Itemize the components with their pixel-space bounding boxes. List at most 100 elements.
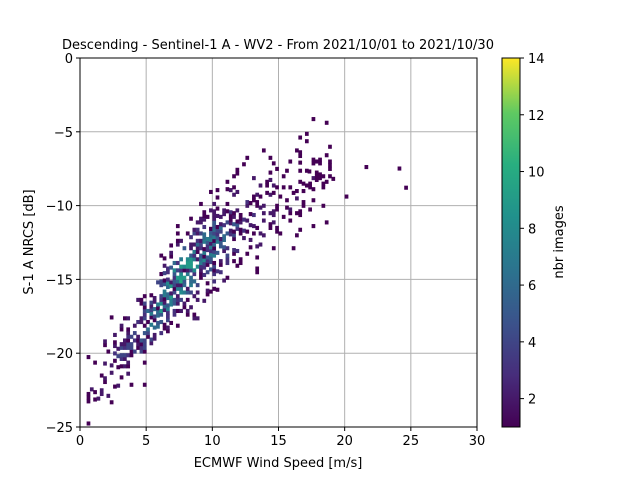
heatmap-cell	[238, 220, 243, 225]
heatmap-cell	[139, 338, 144, 343]
heatmap-cell	[166, 292, 170, 297]
heatmap-cell	[109, 363, 114, 368]
heatmap-cell	[275, 185, 279, 190]
heatmap-cell	[195, 257, 200, 262]
heatmap-cell	[232, 236, 236, 242]
heatmap-cell	[209, 237, 213, 242]
heatmap-cell	[202, 261, 207, 266]
heatmap-cell	[195, 297, 200, 302]
heatmap-cell	[215, 269, 220, 274]
heatmap-cell	[189, 283, 193, 288]
heatmap-cell	[225, 260, 230, 266]
heatmap-cell	[159, 253, 164, 258]
heatmap-cell	[268, 155, 273, 160]
colorbar-tick-label: 4	[528, 336, 536, 351]
heatmap-cell	[222, 245, 226, 250]
y-tick-label: −10	[46, 200, 73, 215]
heatmap-cell	[232, 222, 236, 227]
heatmap-cell	[142, 382, 147, 387]
heatmap-cell	[248, 223, 253, 228]
heatmap-cell	[218, 229, 223, 234]
heatmap-cell	[225, 201, 230, 206]
heatmap-cell	[103, 376, 107, 381]
heatmap-cell	[288, 185, 293, 190]
heatmap-cell	[255, 270, 260, 275]
heatmap-cell	[212, 264, 217, 269]
heatmap-cell	[321, 203, 326, 208]
heatmap-cell	[86, 355, 91, 360]
heatmap-cell	[159, 283, 164, 288]
x-tick-label: 0	[76, 434, 84, 449]
heatmap-cell	[175, 283, 180, 288]
heatmap-cell	[268, 222, 273, 227]
heatmap-cell	[235, 167, 240, 172]
heatmap-cell	[126, 338, 131, 343]
heatmap-cell	[228, 188, 233, 193]
heatmap-cell	[175, 308, 180, 314]
heatmap-cell	[321, 174, 326, 179]
heatmap-cell	[212, 260, 217, 266]
heatmap-cell	[212, 272, 217, 277]
heatmap-cell	[185, 231, 190, 236]
heatmap-cell	[113, 358, 117, 363]
heatmap-cell	[311, 224, 316, 229]
heatmap-cell	[142, 338, 147, 343]
heatmap-cell	[179, 279, 183, 284]
heatmap-cell	[169, 250, 174, 255]
heatmap-cell	[172, 312, 177, 317]
heatmap-cell	[205, 240, 210, 245]
y-axis-ticks: 0 −5 −10 −15 −20 −25	[46, 52, 80, 436]
heatmap-cell	[209, 208, 213, 213]
heatmap-cell	[301, 189, 306, 194]
heatmap-cell	[129, 353, 134, 358]
heatmap-cell	[308, 181, 312, 186]
heatmap-cell	[192, 242, 197, 247]
heatmap-cell	[328, 159, 332, 164]
heatmap-cell	[89, 387, 94, 392]
heatmap-cell	[235, 171, 240, 176]
heatmap-cell	[238, 257, 243, 262]
x-tick-label: 20	[336, 434, 353, 449]
heatmap-cell	[222, 248, 226, 254]
heatmap-cell	[113, 332, 117, 337]
heatmap-cell	[195, 246, 200, 251]
heatmap-cell	[109, 370, 114, 375]
heatmap-cell	[149, 311, 154, 316]
colorbar-tick-label: 2	[528, 393, 536, 408]
heatmap-cell	[142, 331, 147, 336]
colorbar	[501, 57, 521, 428]
heatmap-cell	[205, 281, 210, 286]
heatmap-cell	[192, 249, 197, 254]
heatmap-cell	[235, 219, 240, 224]
heatmap-cell	[175, 275, 180, 280]
heatmap-cell	[156, 320, 160, 325]
heatmap-cell	[189, 242, 193, 247]
heatmap-cell	[103, 339, 107, 344]
heatmap-cell	[281, 214, 286, 219]
heatmap-cell	[209, 230, 213, 235]
heatmap-cell	[261, 211, 266, 216]
colorbar-ticks: 2 4 6 8 10 12 14	[520, 52, 545, 408]
heatmap-cell	[242, 236, 246, 241]
heatmap-cell	[195, 290, 200, 295]
heatmap-cell	[185, 264, 190, 269]
y-tick-label: −15	[46, 273, 73, 288]
heatmap-cell	[123, 342, 127, 347]
heatmap-cell	[318, 157, 322, 162]
heatmap-cell	[103, 343, 107, 348]
heatmap-cell	[179, 275, 183, 280]
heatmap-cell	[205, 262, 210, 267]
heatmap-cell	[344, 194, 349, 199]
heatmap-cell	[202, 232, 207, 237]
heatmap-cell	[228, 210, 233, 215]
heatmap-cell	[298, 179, 303, 184]
y-tick-label: −20	[46, 347, 73, 362]
heatmap-cell	[268, 211, 273, 216]
heatmap-cell	[175, 268, 180, 273]
heatmap-cell	[185, 268, 190, 273]
heatmap-cell	[162, 308, 167, 313]
heatmap-cell	[248, 212, 253, 217]
heatmap-cell	[156, 324, 160, 329]
heatmap-cell	[192, 257, 197, 262]
heatmap-cell	[295, 233, 299, 238]
